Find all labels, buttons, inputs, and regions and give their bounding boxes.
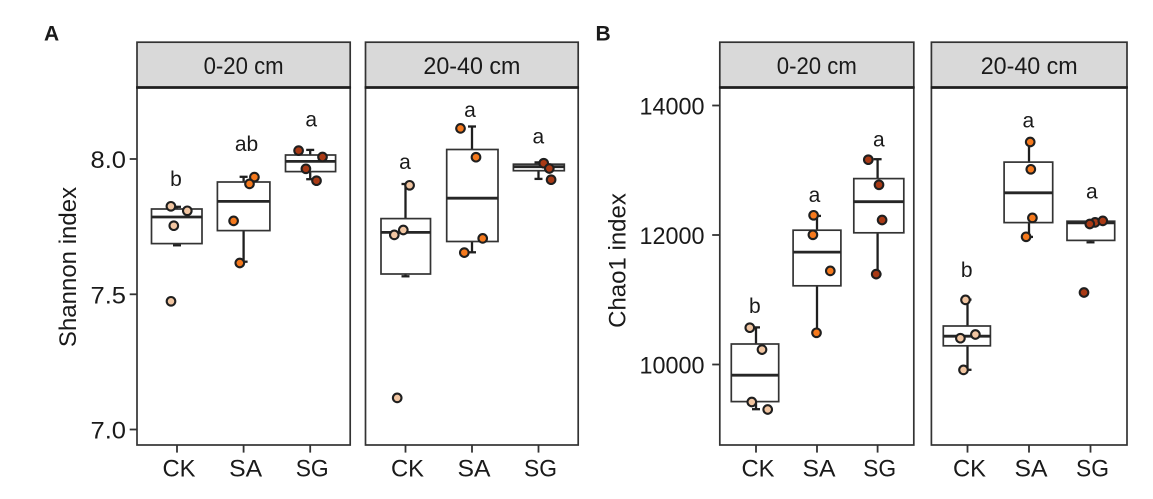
svg-text:SA: SA xyxy=(458,456,491,483)
svg-text:SG: SG xyxy=(1076,456,1109,483)
svg-text:b: b xyxy=(170,168,182,191)
svg-text:CK: CK xyxy=(163,456,196,483)
svg-text:a: a xyxy=(809,184,821,207)
svg-text:a: a xyxy=(1086,181,1098,204)
svg-text:a: a xyxy=(464,99,476,122)
svg-text:ab: ab xyxy=(235,133,258,156)
svg-text:14000: 14000 xyxy=(640,94,705,121)
svg-text:B: B xyxy=(596,22,611,45)
svg-text:Chao1 index: Chao1 index xyxy=(605,193,632,328)
svg-text:7.5: 7.5 xyxy=(91,282,127,309)
svg-text:b: b xyxy=(961,259,973,282)
svg-text:7.0: 7.0 xyxy=(91,418,127,445)
svg-text:a: a xyxy=(873,128,885,151)
svg-text:10000: 10000 xyxy=(640,353,705,380)
svg-text:a: a xyxy=(399,151,411,174)
svg-text:0-20 cm: 0-20 cm xyxy=(204,53,284,80)
svg-text:CK: CK xyxy=(391,456,424,483)
svg-text:0-20 cm: 0-20 cm xyxy=(777,53,857,80)
svg-text:CK: CK xyxy=(953,456,986,483)
svg-text:SG: SG xyxy=(863,456,896,483)
svg-text:A: A xyxy=(44,22,59,45)
svg-text:b: b xyxy=(749,295,761,318)
svg-text:12000: 12000 xyxy=(640,223,705,250)
svg-text:20-40 cm: 20-40 cm xyxy=(981,53,1078,80)
svg-text:SG: SG xyxy=(296,456,329,483)
svg-text:20-40 cm: 20-40 cm xyxy=(423,53,520,80)
svg-text:8.0: 8.0 xyxy=(91,147,127,174)
svg-text:CK: CK xyxy=(742,456,775,483)
svg-text:SG: SG xyxy=(524,456,557,483)
svg-text:a: a xyxy=(305,109,317,132)
svg-text:a: a xyxy=(1023,109,1035,132)
svg-text:a: a xyxy=(532,126,544,149)
svg-text:SA: SA xyxy=(803,456,836,483)
svg-text:Shannon index: Shannon index xyxy=(55,187,82,347)
svg-text:SA: SA xyxy=(229,456,262,483)
svg-text:SA: SA xyxy=(1015,456,1048,483)
